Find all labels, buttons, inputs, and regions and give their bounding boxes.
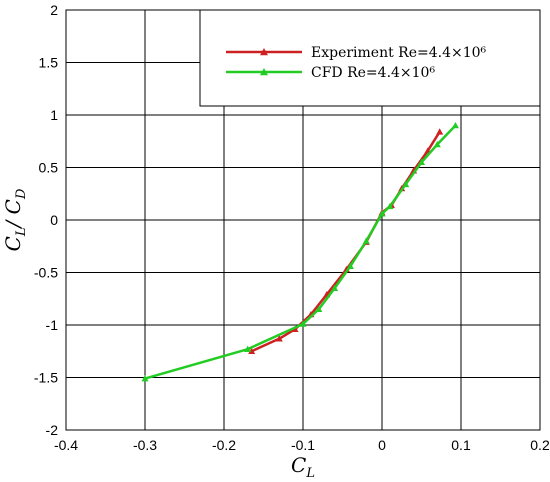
data-point-1 bbox=[451, 122, 459, 129]
y-tick-label: 0 bbox=[50, 212, 58, 228]
legend: Experiment Re=4.4×10⁶ CFD Re=4.4×10⁶ bbox=[199, 9, 541, 107]
x-tick-label: -0.2 bbox=[212, 437, 236, 453]
x-tick-label: -0.3 bbox=[133, 437, 157, 453]
y-axis-label-main1: C bbox=[1, 236, 25, 251]
series-layer bbox=[141, 122, 459, 382]
axis-ticks: -0.4 -0.3 -0.2 -0.1 0 0.1 0.2 -2 -1.5 -1 -0.5 0 0.5 1… bbox=[34, 2, 550, 453]
x-tick-label: -0.1 bbox=[291, 437, 315, 453]
x-tick-label: 0.1 bbox=[451, 437, 471, 453]
x-tick-label: -0.4 bbox=[54, 437, 78, 453]
y-tick-label: 0.5 bbox=[39, 160, 59, 176]
data-point-1 bbox=[362, 237, 370, 244]
y-tick-label: -2 bbox=[46, 422, 59, 438]
y-axis-label-main2: C bbox=[1, 199, 25, 214]
data-point-1 bbox=[299, 320, 307, 327]
series-line-1 bbox=[144, 124, 457, 380]
x-tick-label: 0.2 bbox=[530, 437, 550, 453]
y-tick-label: 1 bbox=[50, 107, 58, 123]
data-point-1 bbox=[386, 202, 394, 210]
data-point-0 bbox=[248, 347, 256, 355]
legend-label-cfd: CFD Re=4.4×10⁶ bbox=[311, 65, 435, 81]
y-axis-label-sub1: L bbox=[14, 227, 29, 237]
data-point-1 bbox=[244, 345, 252, 352]
y-axis-label-sub2: D bbox=[14, 188, 29, 200]
data-point-1 bbox=[346, 262, 354, 269]
y-tick-label: 1.5 bbox=[39, 55, 59, 71]
data-point-1 bbox=[418, 158, 425, 166]
legend-label-experiment: Experiment Re=4.4×10⁶ bbox=[311, 45, 487, 61]
data-point-0 bbox=[275, 335, 283, 342]
legend-marker-experiment bbox=[260, 48, 268, 56]
y-tick-label: -0.5 bbox=[34, 265, 58, 281]
data-point-1 bbox=[378, 210, 386, 217]
y-tick-label: -1.5 bbox=[34, 370, 58, 386]
y-tick-label: 2 bbox=[50, 2, 58, 18]
data-point-1 bbox=[331, 284, 339, 292]
data-point-0 bbox=[436, 128, 444, 135]
data-point-1 bbox=[433, 140, 441, 148]
y-axis-label: CL/ CD bbox=[1, 188, 29, 251]
x-axis-label-main: C bbox=[291, 453, 306, 477]
y-axis-label-sep: / bbox=[1, 214, 25, 229]
series-line-0 bbox=[251, 131, 441, 353]
x-tick-label: 0 bbox=[378, 437, 386, 453]
x-axis-label-sub: L bbox=[305, 466, 315, 481]
data-point-1 bbox=[141, 375, 149, 382]
y-tick-label: -1 bbox=[46, 317, 59, 333]
x-axis-label: CL bbox=[291, 453, 315, 481]
data-point-1 bbox=[402, 180, 410, 188]
data-point-1 bbox=[315, 305, 323, 313]
legend-marker-cfd bbox=[260, 68, 268, 76]
legend-box bbox=[199, 9, 541, 107]
